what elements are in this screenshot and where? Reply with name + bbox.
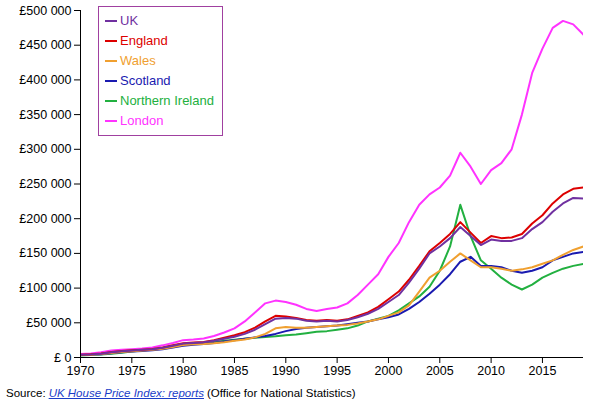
html-text:Source: UK House Price Index:: Source: UK House Price Index: reports (O… xyxy=(6,387,356,399)
svg-text:2010: 2010 xyxy=(477,364,505,378)
html-text:London: London xyxy=(120,113,164,128)
html-text:Scotland: Scotland xyxy=(120,73,171,88)
svg-text:1975: 1975 xyxy=(118,364,146,378)
svg-text:£100 000: £100 000 xyxy=(19,281,71,295)
svg-text:1990: 1990 xyxy=(272,364,300,378)
svg-text:1970: 1970 xyxy=(67,364,95,378)
svg-text:£450 000: £450 000 xyxy=(19,38,71,52)
svg-text:£50 000: £50 000 xyxy=(26,316,71,330)
svg-text:£500 000: £500 000 xyxy=(19,4,71,18)
svg-text:1980: 1980 xyxy=(169,364,197,378)
svg-text:£ 0: £ 0 xyxy=(54,351,71,365)
svg-text:1995: 1995 xyxy=(323,364,351,378)
svg-text:£250 000: £250 000 xyxy=(19,177,71,191)
svg-text:2015: 2015 xyxy=(529,364,557,378)
svg-text:£150 000: £150 000 xyxy=(19,246,71,260)
svg-text:£400 000: £400 000 xyxy=(19,73,71,87)
svg-text:2005: 2005 xyxy=(426,364,454,378)
svg-text:2000: 2000 xyxy=(375,364,403,378)
html-text:Wales: Wales xyxy=(120,53,156,68)
svg-text:£350 000: £350 000 xyxy=(19,108,71,122)
svg-text:1985: 1985 xyxy=(221,364,249,378)
html-text:England: England xyxy=(120,33,168,48)
html-text:Northern Ireland: Northern Ireland xyxy=(120,93,214,108)
svg-text:£300 000: £300 000 xyxy=(19,142,71,156)
html-text:UK: UK xyxy=(120,13,139,28)
svg-text:£200 000: £200 000 xyxy=(19,212,71,226)
